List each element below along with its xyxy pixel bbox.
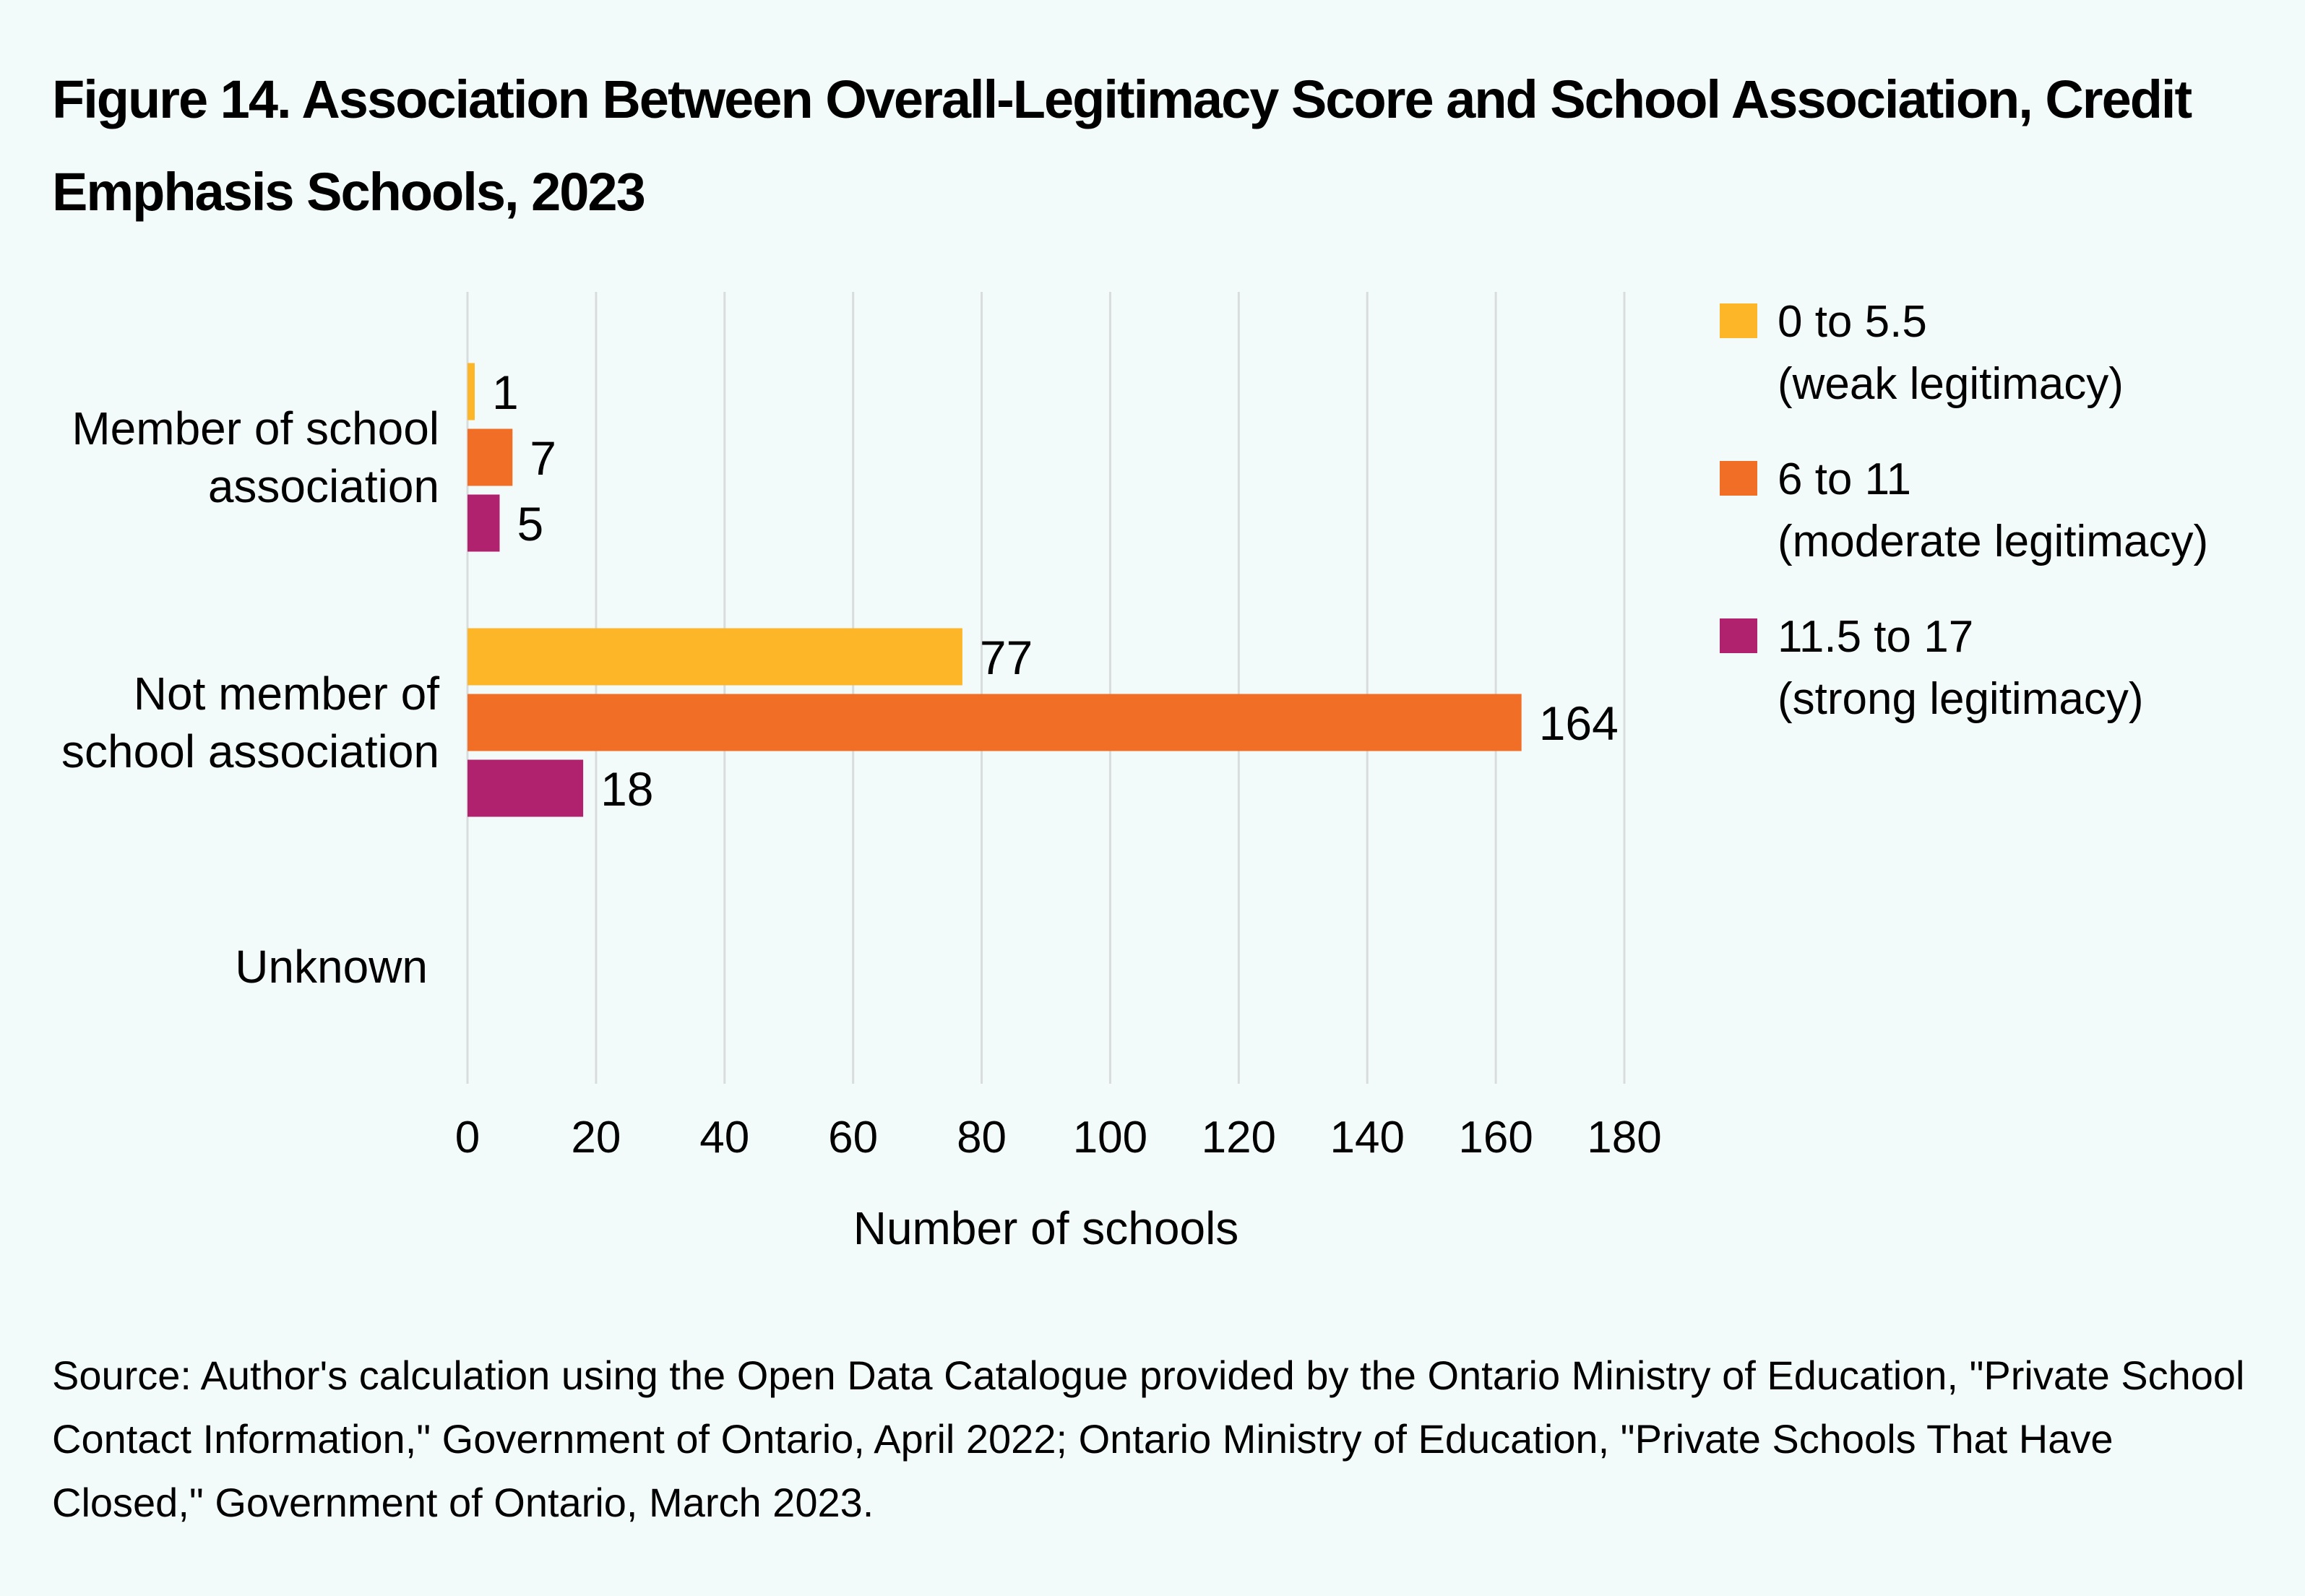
x-axis-title: Number of schools [853,1202,1239,1254]
legend-swatch [1720,461,1757,496]
data-label: 1 [492,366,519,419]
x-tick-label: 160 [1458,1113,1533,1163]
x-tick-label: 140 [1330,1113,1404,1163]
legend: 0 to 5.5 (weak legitimacy) 6 to 11 (moderat… [1720,297,2208,724]
source-note: Source: Author's calculation using the O… [52,1353,2245,1525]
bar [468,428,513,486]
legend-swatch [1720,303,1757,338]
legend-swatch [1720,618,1757,653]
data-label: 164 [1539,696,1619,750]
data-label: 5 [517,497,543,551]
legend-label: 6 to 11 (moderate legitimacy) [1778,454,2208,566]
legend-label: 11.5 to 17 (strong legitimacy) [1778,612,2143,724]
bars [468,363,1522,817]
x-tick-label: 80 [957,1113,1007,1163]
category-label: Not member of school association [61,668,439,777]
data-label: 77 [980,631,1033,684]
bar [468,628,962,686]
data-label: 18 [600,762,653,816]
bar [468,363,475,420]
x-tick-label: 40 [699,1113,749,1163]
category-label: Unknown [235,941,428,993]
bar [468,694,1522,751]
x-tick-label: 180 [1587,1113,1661,1163]
data-label: 7 [530,431,556,485]
gridlines [466,292,1626,1084]
x-tick-label: 0 [455,1113,480,1163]
x-tick-label: 100 [1073,1113,1147,1163]
x-tick-label: 120 [1202,1113,1276,1163]
category-label: Member of school association [72,402,439,512]
legend-label: 0 to 5.5 (weak legitimacy) [1778,297,2124,409]
chart-title: Figure 14. Association Between Overall-L… [52,69,2192,222]
bar [468,494,500,552]
bar [468,759,584,817]
x-tick-label: 60 [828,1113,878,1163]
x-tick-label: 20 [571,1113,621,1163]
labels: 0 20 40 60 80 100 120 140 160 180 Number of school… [61,366,1662,1254]
